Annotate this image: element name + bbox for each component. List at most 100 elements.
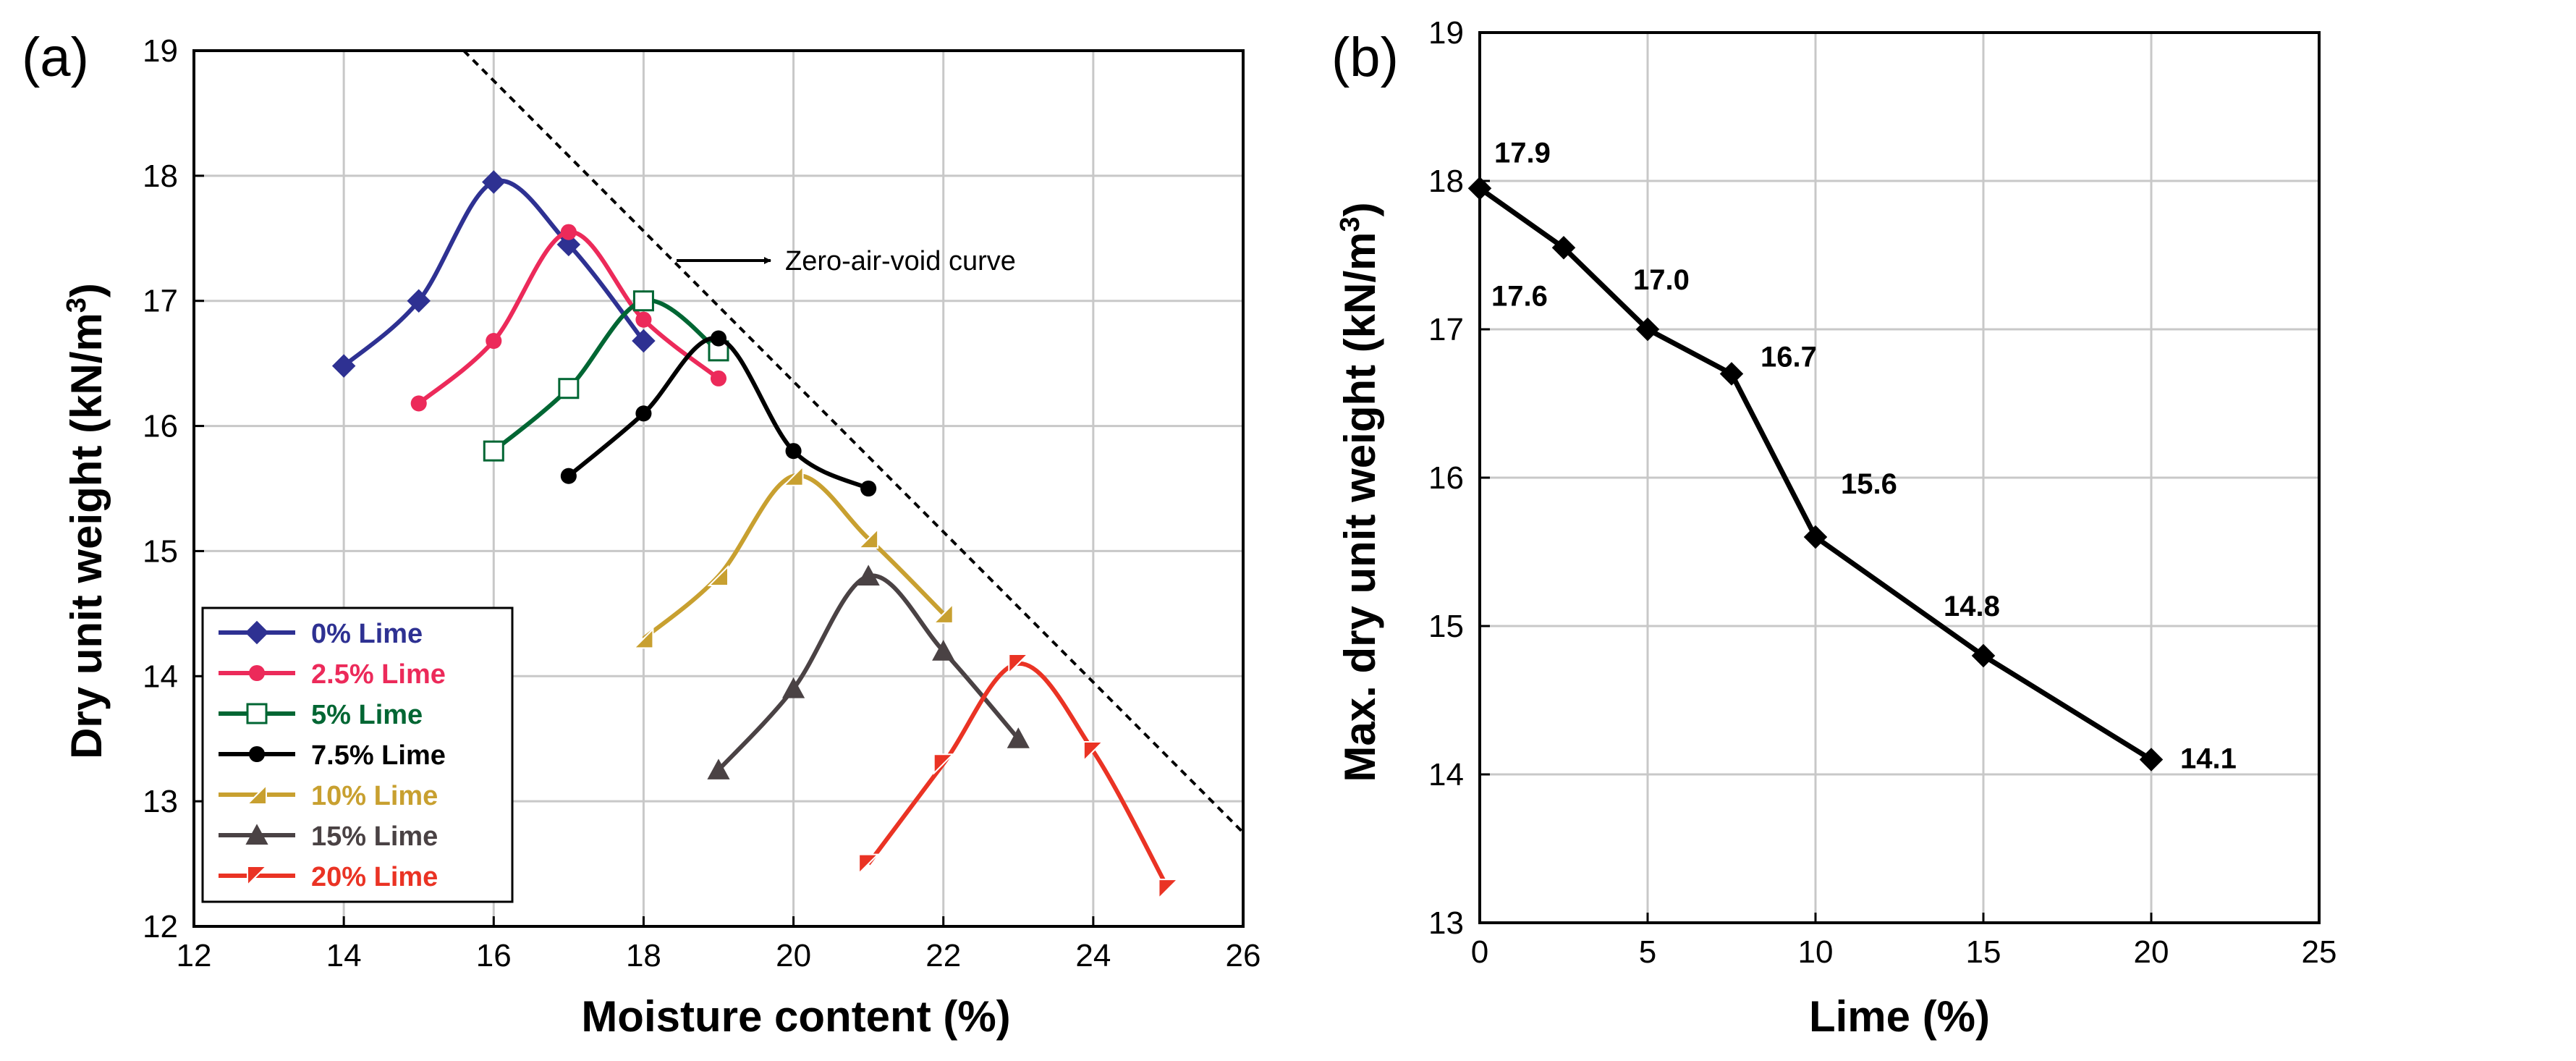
x-tick-label: 22 [925, 938, 961, 973]
legend-label: 20% Lime [311, 862, 438, 892]
panel-b-plot-frame [1478, 31, 2321, 924]
panel-b-grid [1478, 31, 2321, 924]
zero-air-void-line [462, 49, 1245, 834]
x-tick-label: 18 [626, 938, 661, 973]
data-point [632, 627, 654, 649]
data-point [710, 370, 727, 386]
y-tick-label: 18 [1428, 164, 1464, 199]
data-point [857, 565, 880, 586]
legend-entry: 10% Lime [219, 781, 438, 811]
data-point [632, 290, 654, 312]
panel-a-legend: 0% Lime 2.5% Lime 5% Lime 7.5% Lime 10% Lime… [201, 606, 514, 903]
legend-entry: 0% Lime [219, 619, 423, 649]
x-tick-label: 16 [476, 938, 512, 973]
legend-label: 7.5% Lime [311, 740, 446, 771]
series-5-lime [483, 290, 729, 462]
data-point [331, 354, 356, 378]
data-label: 16.7 [1761, 342, 1817, 373]
data-label: 14.1 [2180, 743, 2237, 775]
data-point [635, 311, 652, 328]
data-point [860, 480, 877, 497]
data-point [1719, 362, 1744, 386]
x-tick-label: 14 [326, 938, 362, 973]
legend-marker [246, 703, 268, 724]
series-7-5-lime [560, 330, 877, 497]
panel-b-label: (b) [1331, 27, 1399, 88]
x-tick-label: 20 [2134, 934, 2169, 970]
data-label: 14.8 [1944, 591, 2000, 622]
y-tick-label: 16 [1428, 460, 1464, 496]
y-tick-label: 14 [1428, 757, 1464, 792]
series-line [492, 298, 720, 453]
data-label: 17.9 [1494, 137, 1551, 169]
panel-a-tick-labels: 12 14 16 18 20 22 24 26 12 13 14 15 16 17 18 19 [143, 33, 1261, 973]
y-tick-label: 17 [143, 284, 178, 319]
legend-entry: 5% Lime [219, 700, 423, 730]
legend-marker [245, 824, 268, 845]
legend-entry: 7.5% Lime [219, 740, 446, 771]
legend-label: 5% Lime [311, 700, 423, 730]
y-tick-label: 17 [1428, 312, 1464, 347]
y-tick-label: 15 [1428, 609, 1464, 644]
data-point [560, 224, 577, 240]
series-20-lime [858, 654, 1179, 900]
data-point [932, 640, 955, 661]
data-point [1082, 741, 1105, 763]
chart-panel-b: (b) 0 5 10 15 20 25 13 14 15 16 17 18 19 Lime (%) Ma… [1331, 15, 2336, 1041]
y-tick-label: 13 [143, 784, 178, 819]
legend-entry: 2.5% Lime [219, 659, 446, 690]
data-point [558, 378, 580, 400]
panel-a-series [331, 170, 1179, 900]
panel-a-label: (a) [22, 27, 89, 88]
zero-air-void-annotation: Zero-air-void curve [677, 246, 1016, 276]
legend-label: 2.5% Lime [311, 659, 446, 690]
data-point [486, 332, 502, 350]
panel-a-y-axis-title: Dry unit weight (kN/m3) [62, 283, 111, 759]
data-point [858, 853, 880, 875]
x-tick-label: 5 [1639, 934, 1656, 970]
panel-b-x-axis-title: Lime (%) [1809, 992, 1990, 1041]
data-point [410, 395, 427, 412]
data-point [707, 758, 730, 779]
panel-b-data-labels: 17.9 17.6 17.0 16.7 15.6 14.8 14.1 [1491, 137, 2237, 774]
x-tick-label: 15 [1966, 934, 2001, 970]
y-tick-label: 15 [143, 533, 178, 569]
y-tick-label: 19 [143, 33, 178, 69]
legend-marker [245, 783, 267, 805]
data-point [710, 330, 727, 347]
data-point [560, 468, 577, 484]
data-point [482, 170, 506, 194]
data-point [556, 232, 581, 257]
series-line [866, 661, 1171, 890]
legend-marker [248, 664, 266, 682]
legend-marker [247, 866, 268, 887]
legend-label: 0% Lime [311, 619, 423, 649]
series-15-lime [707, 565, 1030, 779]
x-tick-label: 12 [177, 938, 212, 973]
annotation-text: Zero-air-void curve [785, 246, 1016, 276]
data-point [1971, 643, 1996, 668]
data-point [635, 405, 652, 422]
zero-air-void-curve [462, 49, 1245, 834]
data-point [407, 289, 431, 313]
y-tick-label: 18 [143, 158, 178, 194]
y-tick-label: 13 [1428, 905, 1464, 941]
series-2-5-lime [410, 224, 727, 412]
x-tick-label: 25 [2302, 934, 2337, 970]
y-tick-label: 19 [1428, 15, 1464, 51]
data-point [1008, 654, 1030, 675]
legend-marker [248, 745, 266, 763]
data-point [1007, 727, 1030, 748]
data-point [782, 465, 804, 486]
data-point [483, 440, 504, 462]
panel-a-plot-frame [192, 49, 1245, 928]
data-point [785, 443, 802, 460]
legend-entry: 15% Lime [219, 821, 438, 852]
data-point [1635, 317, 1660, 342]
data-point [932, 602, 954, 624]
legend-label: 10% Lime [311, 781, 438, 811]
panel-b-y-axis-title: Max. dry unit weight (kN/m3) [1335, 202, 1384, 782]
data-point [2139, 748, 2164, 772]
chart-panel-a: (a) 12 14 16 18 20 22 24 26 12 13 14 15 16 17 18 19 Moi… [22, 27, 1261, 1041]
